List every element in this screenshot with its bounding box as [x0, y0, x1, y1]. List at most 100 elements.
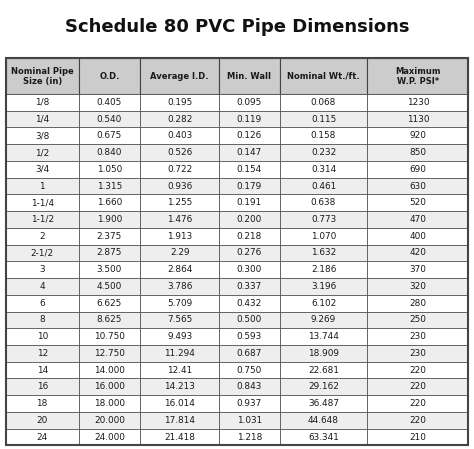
- Text: 1.255: 1.255: [167, 198, 192, 207]
- Text: 3/4: 3/4: [35, 165, 49, 174]
- Text: 0.337: 0.337: [237, 282, 262, 291]
- Text: 1.913: 1.913: [167, 232, 192, 241]
- Text: 1.660: 1.660: [97, 198, 122, 207]
- Text: 6.102: 6.102: [311, 299, 336, 308]
- Text: 1/4: 1/4: [35, 114, 49, 123]
- Text: 1.632: 1.632: [311, 248, 336, 257]
- Text: 17.814: 17.814: [164, 416, 195, 425]
- Text: 0.276: 0.276: [237, 248, 262, 257]
- Text: 2.29: 2.29: [170, 248, 190, 257]
- Text: 16.000: 16.000: [94, 383, 125, 392]
- Text: 2.375: 2.375: [97, 232, 122, 241]
- Text: 11.294: 11.294: [164, 349, 195, 358]
- Text: 1/8: 1/8: [35, 98, 49, 107]
- Text: 1.476: 1.476: [167, 215, 192, 224]
- Text: 2.864: 2.864: [167, 265, 192, 274]
- Text: 1.315: 1.315: [97, 181, 122, 190]
- Text: O.D.: O.D.: [99, 72, 119, 81]
- Text: 2.186: 2.186: [311, 265, 336, 274]
- Text: 1.218: 1.218: [237, 432, 262, 441]
- Text: 250: 250: [410, 315, 426, 324]
- Text: 0.126: 0.126: [237, 131, 262, 141]
- Text: 18: 18: [36, 399, 48, 408]
- Text: 400: 400: [410, 232, 426, 241]
- Text: 920: 920: [410, 131, 426, 141]
- Text: 29.162: 29.162: [308, 383, 339, 392]
- Text: 0.638: 0.638: [311, 198, 336, 207]
- Text: Maximum
W.P. PSI*: Maximum W.P. PSI*: [395, 66, 441, 86]
- Text: 2.875: 2.875: [97, 248, 122, 257]
- Text: 8: 8: [39, 315, 45, 324]
- Text: 3.196: 3.196: [311, 282, 336, 291]
- Text: 4: 4: [39, 282, 45, 291]
- Text: 0.840: 0.840: [97, 148, 122, 157]
- Text: 1-1/4: 1-1/4: [31, 198, 54, 207]
- Text: 470: 470: [410, 215, 426, 224]
- Text: 0.300: 0.300: [237, 265, 262, 274]
- Text: 0.095: 0.095: [237, 98, 262, 107]
- Text: 0.179: 0.179: [237, 181, 262, 190]
- Text: 320: 320: [410, 282, 426, 291]
- Text: 0.432: 0.432: [237, 299, 262, 308]
- Text: 420: 420: [410, 248, 426, 257]
- Text: 12.750: 12.750: [94, 349, 125, 358]
- Text: 0.218: 0.218: [237, 232, 262, 241]
- Text: 18.909: 18.909: [308, 349, 339, 358]
- Text: 0.405: 0.405: [97, 98, 122, 107]
- Text: Min. Wall: Min. Wall: [228, 72, 272, 81]
- Text: Nominal Pipe
Size (in): Nominal Pipe Size (in): [11, 66, 73, 86]
- Text: 0.314: 0.314: [311, 165, 336, 174]
- Text: 7.565: 7.565: [167, 315, 192, 324]
- Text: 1/2: 1/2: [35, 148, 49, 157]
- Text: 850: 850: [410, 148, 427, 157]
- Text: 370: 370: [410, 265, 426, 274]
- Text: 0.119: 0.119: [237, 114, 262, 123]
- Text: 3/8: 3/8: [35, 131, 49, 141]
- Text: 0.068: 0.068: [311, 98, 336, 107]
- Text: 14.000: 14.000: [94, 365, 125, 374]
- Text: Average I.D.: Average I.D.: [150, 72, 209, 81]
- Text: 1.050: 1.050: [97, 165, 122, 174]
- Text: 0.147: 0.147: [237, 148, 262, 157]
- Text: 0.200: 0.200: [237, 215, 262, 224]
- Text: 14: 14: [36, 365, 48, 374]
- Text: 63.341: 63.341: [308, 432, 339, 441]
- Text: 0.687: 0.687: [237, 349, 262, 358]
- Text: 20: 20: [36, 416, 48, 425]
- Text: 230: 230: [410, 332, 426, 341]
- Text: 16: 16: [36, 383, 48, 392]
- Text: 12.41: 12.41: [167, 365, 192, 374]
- Text: 9.269: 9.269: [311, 315, 336, 324]
- Text: 8.625: 8.625: [97, 315, 122, 324]
- Text: 0.500: 0.500: [237, 315, 262, 324]
- Text: 1130: 1130: [407, 114, 429, 123]
- Text: 210: 210: [410, 432, 426, 441]
- Text: 0.843: 0.843: [237, 383, 262, 392]
- Text: 10: 10: [36, 332, 48, 341]
- Text: Nominal Wt./ft.: Nominal Wt./ft.: [287, 72, 360, 81]
- Text: 0.526: 0.526: [167, 148, 192, 157]
- Text: 1.031: 1.031: [237, 416, 262, 425]
- Text: 220: 220: [410, 416, 426, 425]
- Text: 0.773: 0.773: [311, 215, 336, 224]
- Text: 220: 220: [410, 383, 426, 392]
- Text: 1: 1: [39, 181, 45, 190]
- Text: 18.000: 18.000: [94, 399, 125, 408]
- Text: 36.487: 36.487: [308, 399, 339, 408]
- Text: 9.493: 9.493: [167, 332, 192, 341]
- Text: 220: 220: [410, 365, 426, 374]
- Text: 220: 220: [410, 399, 426, 408]
- Text: 690: 690: [410, 165, 426, 174]
- Text: 0.195: 0.195: [167, 98, 192, 107]
- Text: 0.115: 0.115: [311, 114, 336, 123]
- Text: 21.418: 21.418: [164, 432, 195, 441]
- Text: 1.900: 1.900: [97, 215, 122, 224]
- Text: 13.744: 13.744: [308, 332, 339, 341]
- Text: 3.786: 3.786: [167, 282, 192, 291]
- Text: 2: 2: [39, 232, 45, 241]
- Text: 630: 630: [410, 181, 426, 190]
- Text: 280: 280: [410, 299, 427, 308]
- Text: 0.461: 0.461: [311, 181, 336, 190]
- Text: Schedule 80 PVC Pipe Dimensions: Schedule 80 PVC Pipe Dimensions: [65, 18, 409, 36]
- Text: 2-1/2: 2-1/2: [31, 248, 54, 257]
